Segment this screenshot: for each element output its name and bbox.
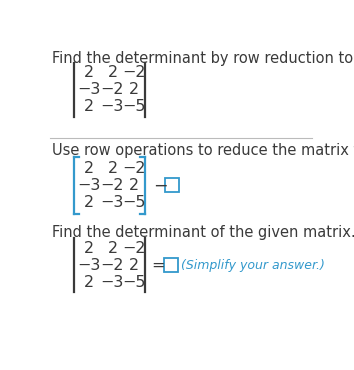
Text: −3: −3	[78, 178, 101, 193]
Text: −2: −2	[101, 258, 124, 273]
Text: −2: −2	[122, 65, 146, 80]
Text: 2: 2	[107, 161, 118, 176]
Text: 2: 2	[107, 65, 118, 80]
Text: 2: 2	[84, 275, 94, 290]
Text: −: −	[153, 176, 167, 194]
Text: 2: 2	[84, 241, 94, 256]
Text: 2: 2	[129, 258, 139, 273]
Text: 2: 2	[129, 178, 139, 193]
Text: −2: −2	[101, 178, 124, 193]
Text: −3: −3	[101, 195, 124, 210]
Text: Use row operations to reduce the matrix to echelon form.: Use row operations to reduce the matrix …	[52, 143, 354, 158]
Text: (Simplify your answer.): (Simplify your answer.)	[182, 259, 325, 272]
Bar	[165, 178, 179, 192]
Text: −3: −3	[78, 83, 101, 97]
Text: 2: 2	[84, 161, 94, 176]
Text: 2: 2	[107, 241, 118, 256]
Text: =: =	[151, 258, 165, 273]
Text: −2: −2	[122, 241, 146, 256]
Text: 2: 2	[84, 195, 94, 210]
Text: −5: −5	[122, 275, 146, 290]
Text: −3: −3	[101, 275, 124, 290]
Text: 2: 2	[84, 65, 94, 80]
Text: 2: 2	[129, 83, 139, 97]
Text: −3: −3	[101, 99, 124, 114]
Text: −2: −2	[101, 83, 124, 97]
Bar	[164, 259, 178, 272]
Text: Find the determinant by row reduction to echelon form.: Find the determinant by row reduction to…	[52, 51, 354, 65]
Text: 2: 2	[84, 99, 94, 114]
Text: −3: −3	[78, 258, 101, 273]
Text: −5: −5	[122, 195, 146, 210]
Text: −5: −5	[122, 99, 146, 114]
Text: −2: −2	[122, 161, 146, 176]
Text: Find the determinant of the given matrix.: Find the determinant of the given matrix…	[52, 225, 354, 240]
